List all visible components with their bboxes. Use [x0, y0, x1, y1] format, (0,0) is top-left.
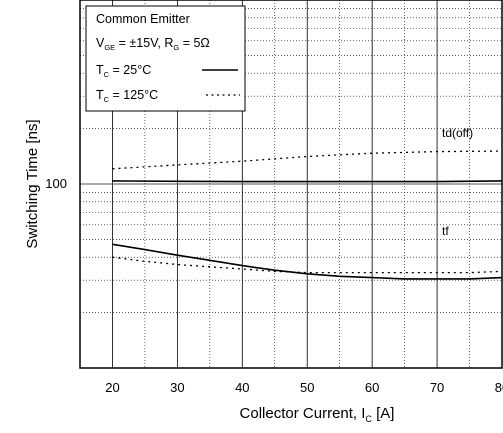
legend-entry-25c: TC = 25°C [96, 63, 151, 79]
series-line-1 [112, 180, 503, 183]
y-axis-label: Switching Time [ns] [24, 119, 41, 248]
x-tick-label: 50 [300, 380, 314, 395]
legend: Common Emitter VGE = ±15V, RG = 5Ω TC = … [85, 5, 246, 112]
plot-frame [79, 0, 503, 369]
series-layer [112, 150, 503, 280]
x-tick-label: 20 [105, 380, 119, 395]
series-line-3 [112, 243, 503, 280]
y-tick-label: 100 [45, 176, 67, 191]
series-line-2 [112, 150, 503, 170]
annotation-td-off: td(off) [442, 126, 473, 140]
legend-box [85, 5, 246, 112]
tick-labels: 20 30 40 50 60 70 80 100 [45, 176, 503, 395]
x-tick-label: 40 [235, 380, 249, 395]
x-tick-label: 60 [365, 380, 379, 395]
legend-title: Common Emitter [96, 12, 190, 26]
legend-conditions: VGE = ±15V, RG = 5Ω [96, 36, 210, 52]
grid [80, 0, 503, 368]
x-tick-label: 80 [495, 380, 503, 395]
x-axis-label: Collector Current, IC [A] [240, 405, 395, 424]
annotation-tf: tf [442, 224, 449, 238]
x-tick-label: 30 [170, 380, 184, 395]
x-tick-label: 70 [430, 380, 444, 395]
series-line-4 [112, 256, 503, 274]
legend-entry-125c: TC = 125°C [96, 88, 158, 104]
